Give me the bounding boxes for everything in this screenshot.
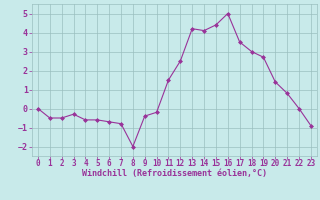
X-axis label: Windchill (Refroidissement éolien,°C): Windchill (Refroidissement éolien,°C) [82,169,267,178]
